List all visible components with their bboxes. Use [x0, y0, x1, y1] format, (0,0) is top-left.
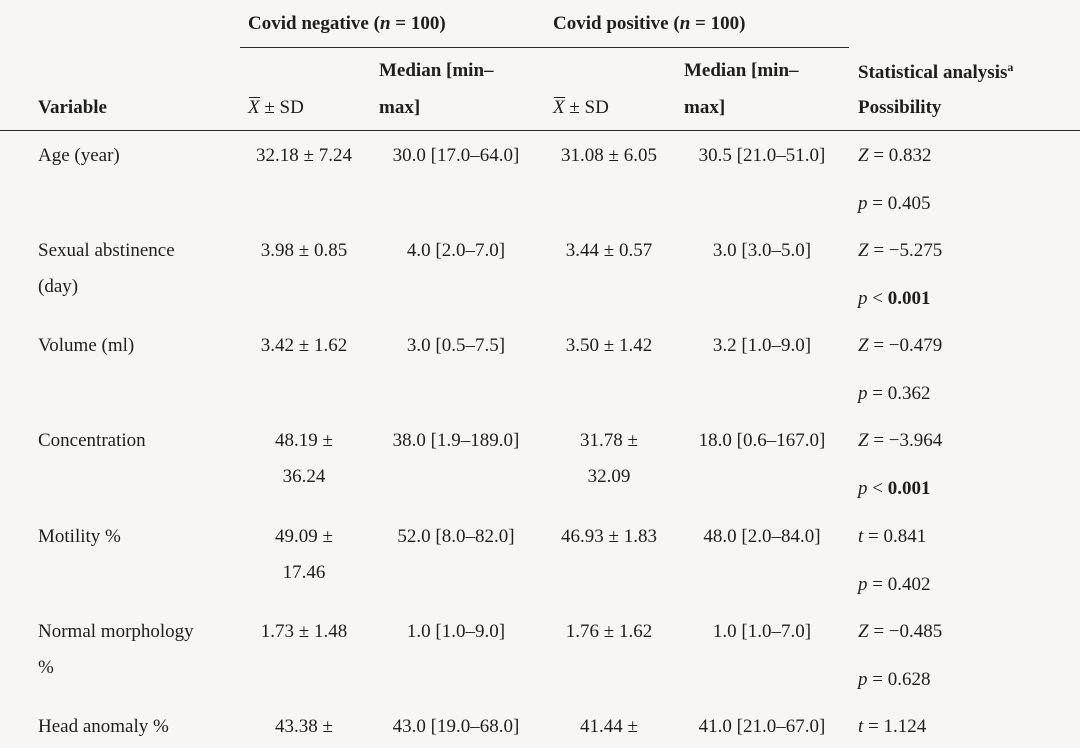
header-neg-median-line2: max]	[379, 97, 421, 118]
cell-p-value: p = 0.402	[858, 574, 931, 595]
cell-pos-median: 18.0 [0.6–167.0]	[698, 430, 826, 451]
cell-pos-median: 41.0 [21.0–67.0]	[698, 716, 826, 737]
cell-variable: Motility %	[38, 526, 121, 547]
header-neg-mean-sd: X ± SD	[248, 97, 304, 118]
cell-neg-mean-sd: 3.42 ± 1.62	[260, 335, 348, 356]
cell-pos-median: 3.0 [3.0–5.0]	[712, 240, 812, 261]
group-header-rule	[240, 47, 849, 48]
header-variable: Variable	[38, 97, 107, 118]
cell-test-statistic: Z = −0.485	[858, 621, 943, 642]
cell-neg-median: 1.0 [1.0–9.0]	[406, 621, 506, 642]
header-possibility: Possibility	[858, 97, 942, 118]
cell-pos-mean-sd: 1.76 ± 1.62	[565, 621, 653, 642]
cell-neg-median: 52.0 [8.0–82.0]	[397, 526, 515, 547]
cell-p-value: p = 0.405	[858, 193, 931, 214]
header-neg-median-line1: Median [min–	[379, 60, 494, 81]
cell-pos-median: 1.0 [1.0–7.0]	[712, 621, 812, 642]
cell-pos-mean-sd: 46.93 ± 1.83	[561, 526, 657, 547]
cell-variable: Head anomaly %	[38, 716, 169, 737]
cell-neg-median: 43.0 [19.0–68.0]	[392, 716, 520, 737]
header-covid-positive: Covid positive (n = 100)	[553, 13, 746, 34]
cell-p-value: p = 0.362	[858, 383, 931, 404]
cell-variable: Age (year)	[38, 145, 120, 166]
header-statistical-analysis: Statistical analysisa	[858, 60, 1014, 83]
cell-test-statistic: t = 1.124	[858, 716, 927, 737]
cell-variable: Normal morphology	[38, 621, 194, 642]
cell-test-statistic: t = 0.841	[858, 526, 927, 547]
cell-test-statistic: Z = 0.832	[858, 145, 932, 166]
cell-test-statistic: Z = −5.275	[858, 240, 943, 261]
cell-neg-median: 3.0 [0.5–7.5]	[406, 335, 506, 356]
cell-variable: %	[38, 657, 54, 678]
cell-pos-median: 48.0 [2.0–84.0]	[703, 526, 821, 547]
cell-neg-mean-sd: 36.24	[282, 466, 326, 487]
cell-p-value: p = 0.628	[858, 669, 931, 690]
cell-neg-mean-sd: 48.19 ±	[275, 430, 333, 451]
cell-neg-median: 4.0 [2.0–7.0]	[406, 240, 506, 261]
cell-p-value: p < 0.001	[858, 288, 931, 309]
header-pos-median-line2: max]	[684, 97, 726, 118]
cell-neg-mean-sd: 17.46	[282, 562, 326, 583]
cell-pos-mean-sd: 31.78 ±	[580, 430, 638, 451]
header-pos-mean-sd: X ± SD	[553, 97, 609, 118]
cell-neg-mean-sd: 3.98 ± 0.85	[260, 240, 348, 261]
cell-pos-median: 3.2 [1.0–9.0]	[712, 335, 812, 356]
cell-p-value: p < 0.001	[858, 478, 931, 499]
cell-pos-mean-sd: 32.09	[587, 466, 631, 487]
cell-test-statistic: Z = −0.479	[858, 335, 943, 356]
cell-neg-median: 30.0 [17.0–64.0]	[392, 145, 520, 166]
header-bottom-rule	[0, 130, 1080, 131]
cell-neg-median: 38.0 [1.9–189.0]	[392, 430, 520, 451]
cell-neg-mean-sd: 1.73 ± 1.48	[260, 621, 348, 642]
cell-variable: (day)	[38, 276, 79, 297]
cell-pos-mean-sd: 31.08 ± 6.05	[561, 145, 657, 166]
cell-pos-mean-sd: 3.50 ± 1.42	[565, 335, 653, 356]
cell-neg-mean-sd: 49.09 ±	[275, 526, 333, 547]
cell-pos-mean-sd: 3.44 ± 0.57	[565, 240, 653, 261]
cell-neg-mean-sd: 43.38 ±	[275, 716, 333, 737]
cell-variable: Concentration	[38, 430, 146, 451]
cell-neg-mean-sd: 32.18 ± 7.24	[256, 145, 352, 166]
cell-test-statistic: Z = −3.964	[858, 430, 943, 451]
cell-variable: Sexual abstinence	[38, 240, 175, 261]
cell-pos-mean-sd: 41.44 ±	[580, 716, 638, 737]
cell-variable: Volume (ml)	[38, 335, 135, 356]
header-pos-median-line1: Median [min–	[684, 60, 799, 81]
cell-pos-median: 30.5 [21.0–51.0]	[698, 145, 826, 166]
header-covid-negative: Covid negative (n = 100)	[248, 13, 446, 34]
